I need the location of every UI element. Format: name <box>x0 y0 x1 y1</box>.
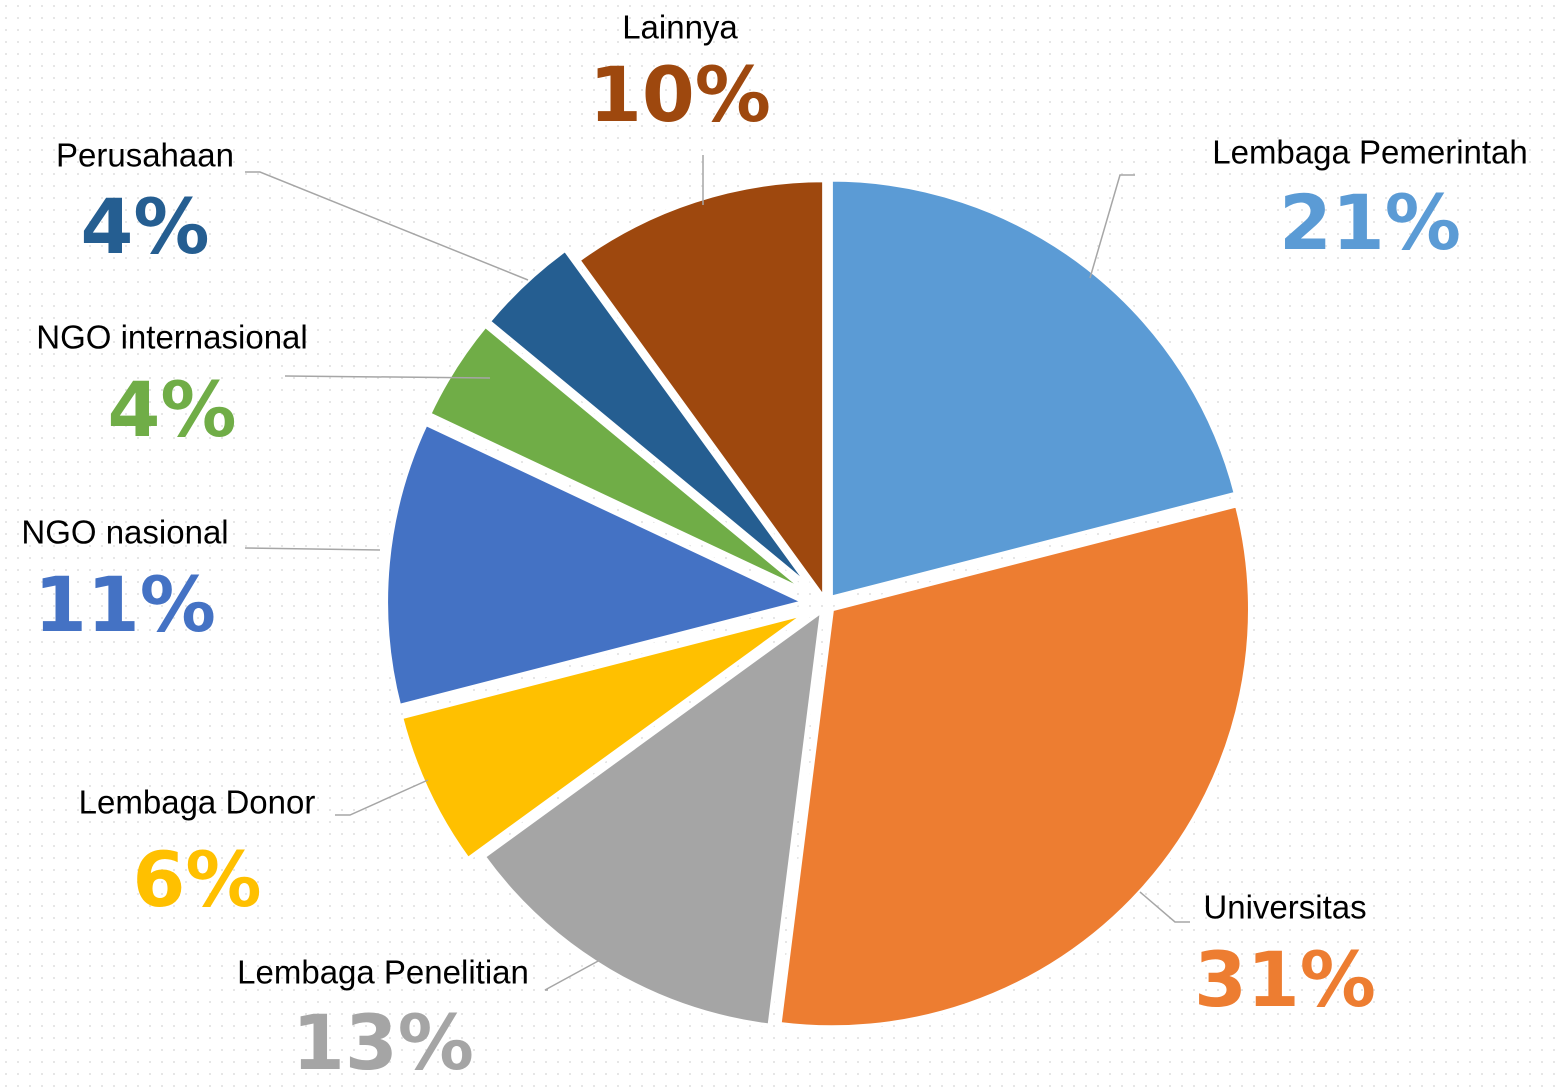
slice-name: Lembaga Penelitian <box>237 954 529 991</box>
slice-name: Perusahaan <box>56 137 234 174</box>
slice-name: Lembaga Donor <box>79 784 316 821</box>
leader-line <box>1089 174 1135 279</box>
leader-line <box>245 171 529 281</box>
pie-slice <box>426 322 809 595</box>
slice-value-label: 6% <box>132 835 261 924</box>
slice-name: Universitas <box>1203 889 1366 926</box>
leader-line <box>284 375 491 379</box>
pie-slice <box>575 178 827 605</box>
leader-line <box>1139 891 1190 923</box>
slice-name: Lainnya <box>622 9 738 46</box>
slice-value-label: 11% <box>34 560 216 649</box>
leader-line <box>544 959 601 991</box>
slice-value-label: 13% <box>292 998 474 1087</box>
pie-slice <box>486 247 813 590</box>
pie-slice <box>398 611 808 862</box>
slice-name: NGO nasional <box>21 514 228 551</box>
slice-value-label: 21% <box>1279 178 1461 267</box>
slice-name: NGO internasional <box>36 319 307 356</box>
slice-value-label: 4% <box>80 182 209 271</box>
slice-value-label: 4% <box>107 365 236 454</box>
leader-line <box>335 779 429 816</box>
slice-value-label: 10% <box>589 50 771 139</box>
leader-line <box>244 547 381 551</box>
pie-slice <box>480 606 825 1028</box>
pie-slice <box>777 502 1252 1030</box>
slice-name: Lembaga Pemerintah <box>1212 134 1528 171</box>
pie-slice <box>828 177 1239 601</box>
pie-slice <box>384 421 810 709</box>
slice-value-label: 31% <box>1194 935 1376 1024</box>
